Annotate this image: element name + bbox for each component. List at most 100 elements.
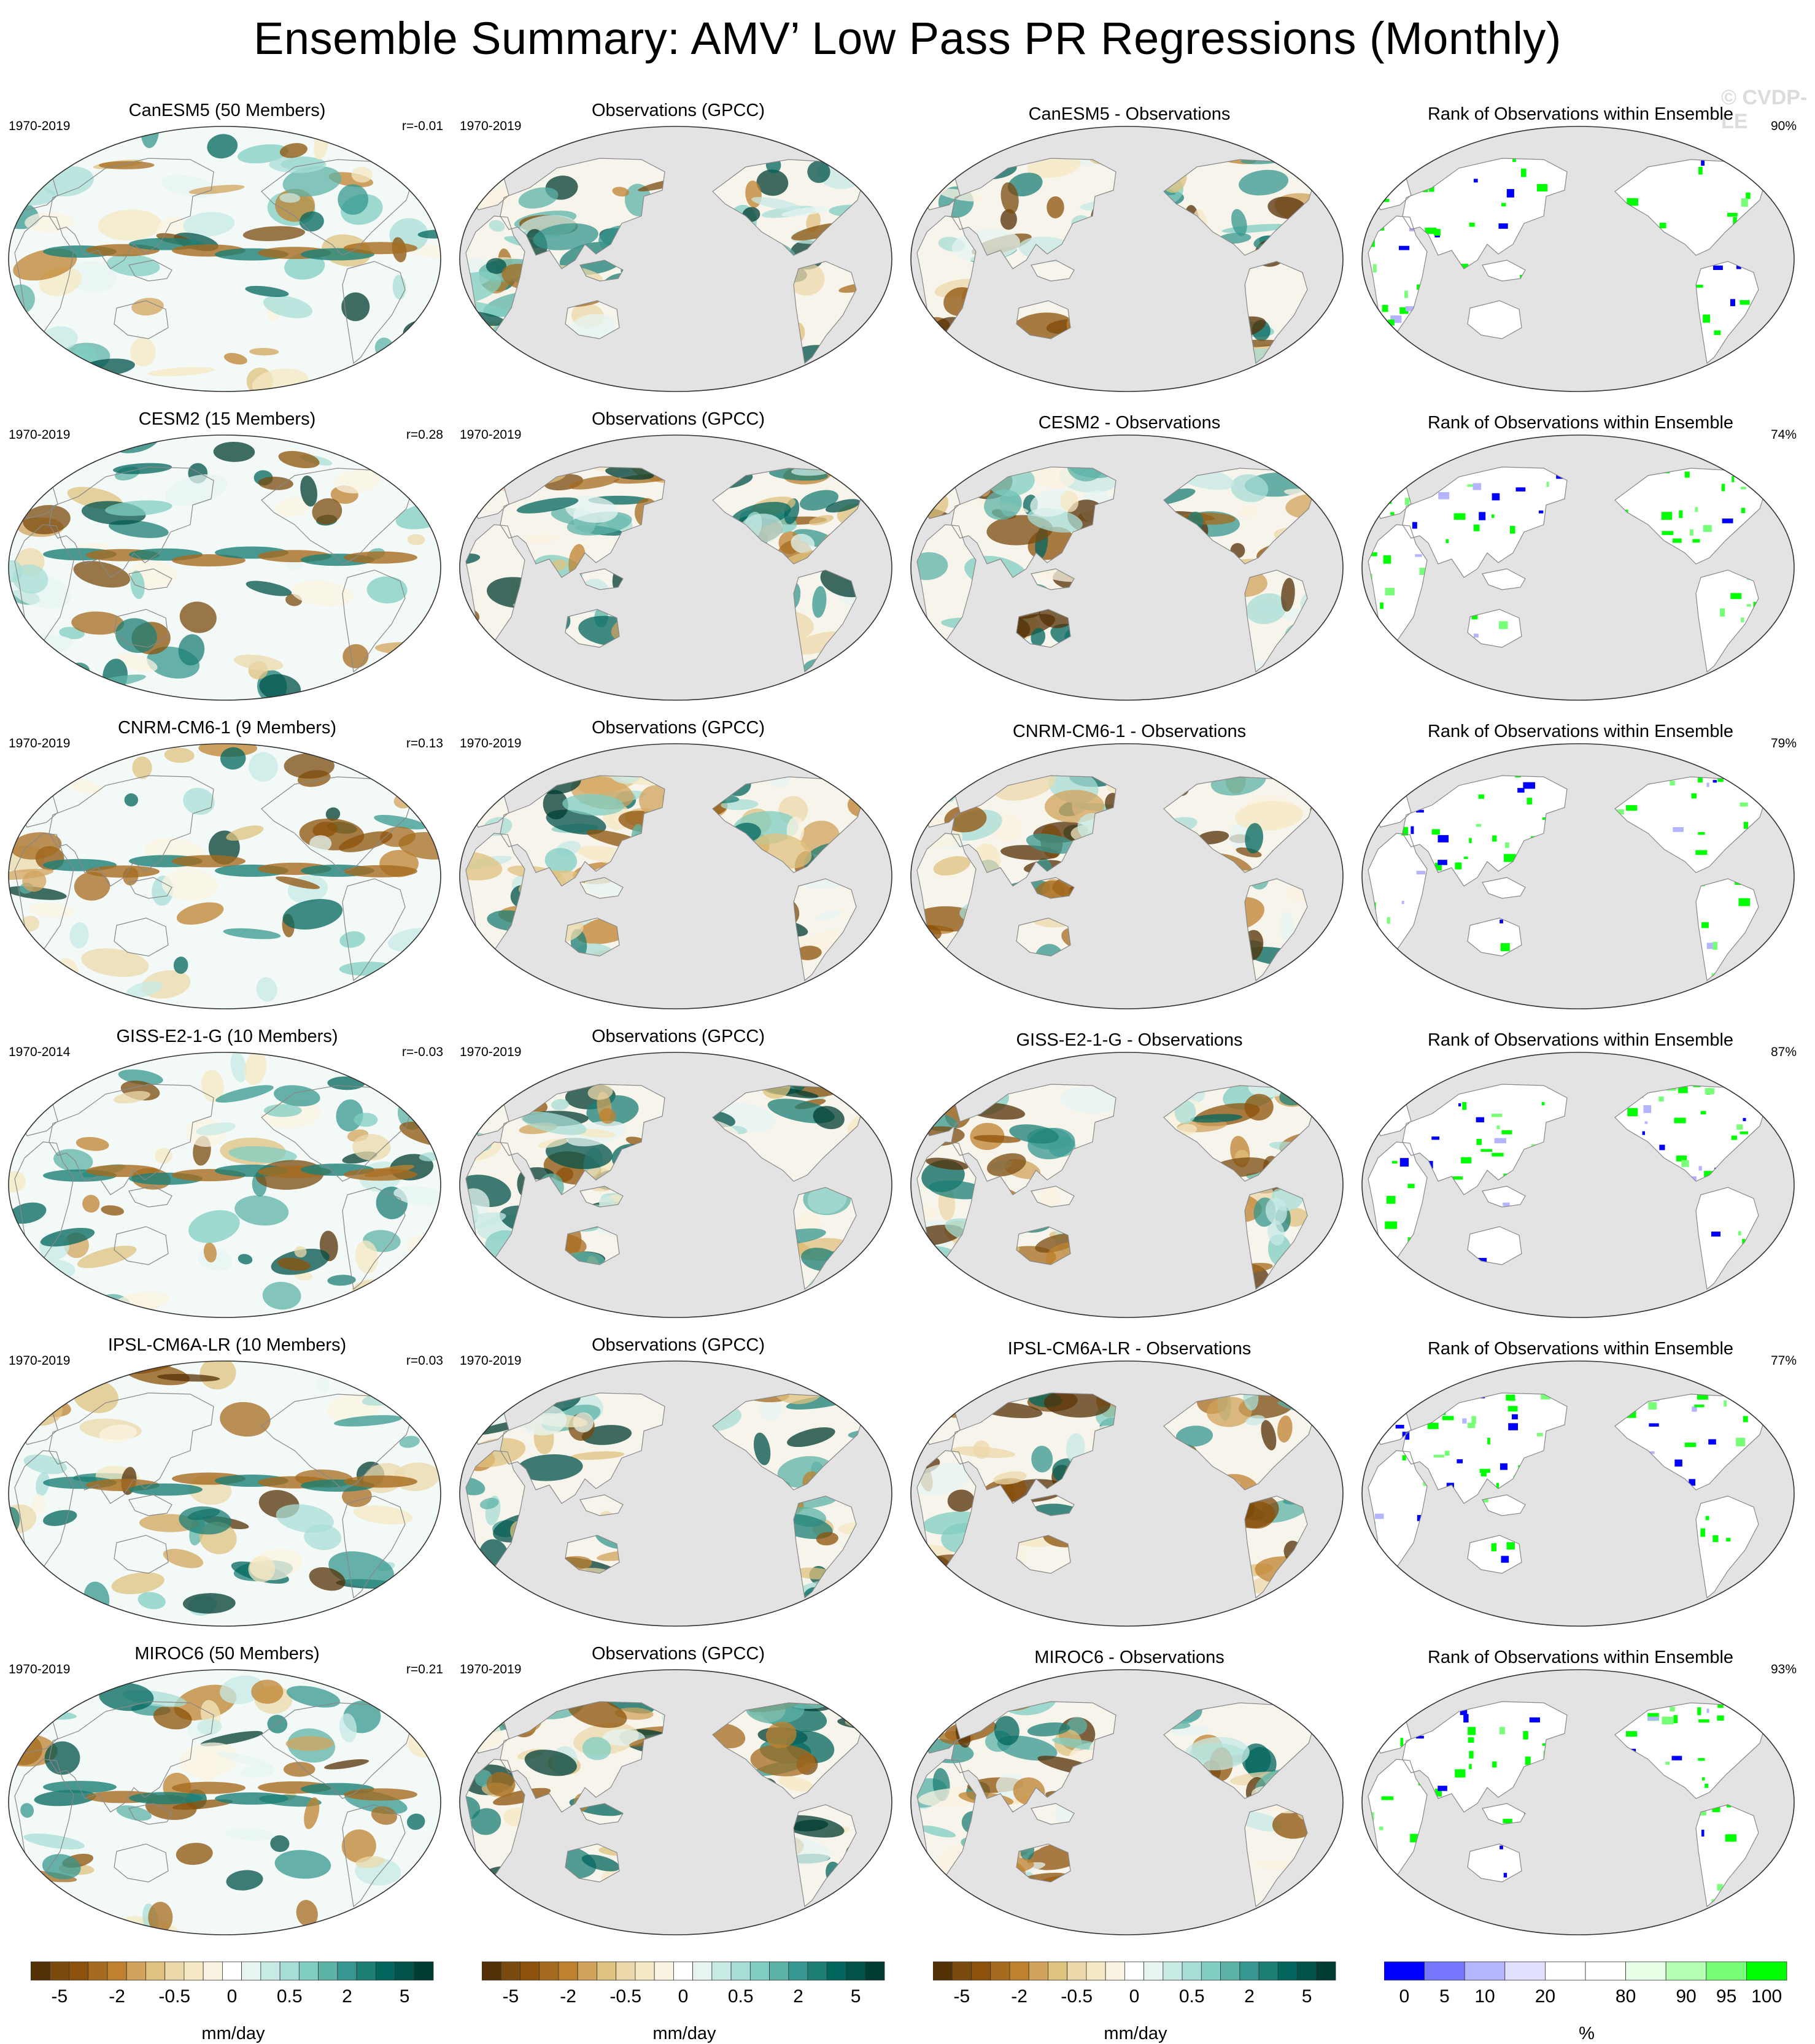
colorbar-swatch [1144,1962,1163,1980]
colorbar-swatch [145,1962,164,1980]
colorbar-swatch [971,1962,990,1980]
colorbar-units-label: mm/day [933,2024,1338,2044]
diff-panel: CNRM-CM6-1 - Observations [908,715,1350,1022]
rank-map [1360,433,1797,703]
colorbar-swatch [520,1962,539,1980]
colorbar-swatch [1010,1962,1029,1980]
diff-map [908,433,1345,703]
colorbar-swatch [616,1962,635,1980]
colorbar-swatch [88,1962,107,1980]
colorbar-tick-label: 20 [1535,1986,1555,2007]
colorbar-swatch [1259,1962,1278,1980]
obs-panel: Observations (GPCC)1970-2019 [457,98,899,405]
colorbar-units-label: mm/day [31,2024,436,2044]
colorbar-tick-label: 5 [1439,1986,1450,2007]
colorbar-swatch [242,1962,261,1980]
colorbar-swatch [991,1962,1010,1980]
colorbar-swatch [1029,1962,1048,1980]
panel-title: Rank of Observations within Ensemble [1360,412,1801,434]
colorbar-swatch [1124,1962,1144,1980]
colorbar-swatch [1746,1962,1787,1980]
colorbar-tick-label: -0.5 [610,1986,641,2007]
panel-title: IPSL-CM6A-LR (10 Members) [6,1334,448,1356]
colorbar-swatch [1201,1962,1220,1980]
colorbar-tick-label: -0.5 [1061,1986,1093,2007]
diff-map [908,124,1345,394]
panel-title: GISS-E2-1-G (10 Members) [6,1025,448,1047]
panel-title: MIROC6 - Observations [908,1646,1350,1668]
obs-panel: Observations (GPCC)1970-2019 [457,1024,899,1331]
diff-map [908,741,1345,1011]
panel-title: GISS-E2-1-G - Observations [908,1029,1350,1051]
colorbar-swatch [222,1962,241,1980]
colorbar-swatch [770,1962,789,1980]
colorbar-swatch [1545,1962,1585,1980]
colorbar-tick-label: 0 [1129,1986,1140,2007]
colorbar-tick-label: 5 [400,1986,410,2007]
colorbar-swatch [827,1962,846,1980]
obs-map [457,433,894,703]
colorbar-swatch [1163,1962,1182,1980]
colorbar-tick-label: 0.5 [277,1986,303,2007]
colorbar-swatch [731,1962,750,1980]
colorbar-tick-label: 2 [342,1986,352,2007]
panel-title: Observations (GPCC) [457,1334,899,1356]
colorbar-swatch [501,1962,520,1980]
colorbar-swatch [693,1962,712,1980]
colorbar-swatch [69,1962,88,1980]
colorbar-tick-label: -2 [560,1986,576,2007]
colorbar-swatch [203,1962,222,1980]
panel-title: Observations (GPCC) [457,1643,899,1665]
colorbar-swatch [578,1962,597,1980]
colorbar-tick-label: -5 [954,1986,970,2007]
colorbar-swatch [559,1962,578,1980]
colorbar-swatch [107,1962,126,1980]
rank-map [1360,124,1797,394]
obs-panel: Observations (GPCC)1970-2019 [457,715,899,1022]
panel-title: CNRM-CM6-1 (9 Members) [6,717,448,739]
panel-title: Rank of Observations within Ensemble [1360,103,1801,125]
colorbar-tick-label: 5 [851,1986,861,2007]
model-map [6,1050,443,1320]
colorbar-tick-label: -2 [1011,1986,1027,2007]
diff-panel: IPSL-CM6A-LR - Observations [908,1333,1350,1640]
colorbar-swatch [846,1962,865,1980]
colorbar-tick-label: 95 [1716,1986,1736,2007]
colorbar-swatch [597,1962,616,1980]
colorbar-tick-label: 0 [227,1986,238,2007]
colorbar-swatch [1626,1962,1666,1980]
colorbar-swatch [1505,1962,1546,1980]
panel-title: CanESM5 - Observations [908,103,1350,125]
colorbar-swatch [414,1962,433,1980]
colorbar-swatch [165,1962,184,1980]
panel-title: Rank of Observations within Ensemble [1360,1029,1801,1051]
colorbar-swatch [1298,1962,1317,1980]
model-map [6,1667,443,1937]
obs-panel: Observations (GPCC)1970-2019 [457,1641,899,1948]
obs-map [457,1050,894,1320]
colorbar-tick-label: 2 [793,1986,803,2007]
colorbar-swatch [1706,1962,1747,1980]
colorbar-swatch [319,1962,338,1980]
colorbar-swatch [1666,1962,1706,1980]
colorbar-tick-label: 0.5 [728,1986,754,2007]
colorbar-swatch [1105,1962,1124,1980]
rank-map [1360,1359,1797,1629]
colorbar-swatch [299,1962,318,1980]
diff-map [908,1667,1345,1937]
panel-title: CESM2 (15 Members) [6,408,448,430]
panel-title: Observations (GPCC) [457,99,899,121]
colorbar-units-label: % [1384,2024,1789,2044]
colorbar-tick-label: 90 [1676,1986,1696,2007]
colorbar-swatch [1278,1962,1297,1980]
panel-title: Rank of Observations within Ensemble [1360,720,1801,742]
colorbar-tick-label: 0.5 [1179,1986,1205,2007]
